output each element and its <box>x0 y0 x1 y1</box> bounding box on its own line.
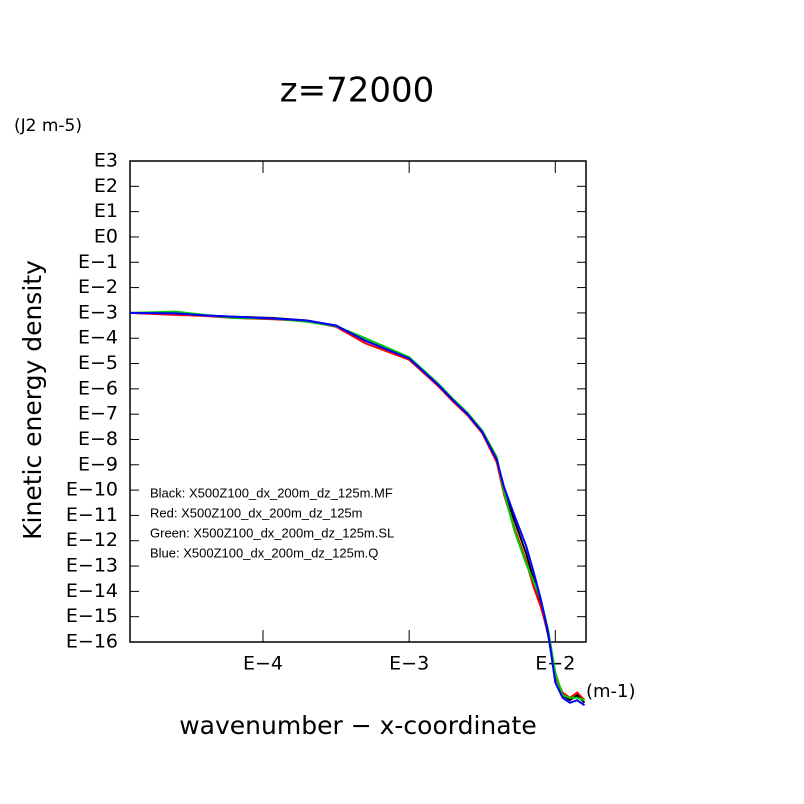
y-tick-label: E−13 <box>66 555 118 577</box>
legend-entry: Green: X500Z100_dx_200m_dz_125m.SL <box>150 525 394 540</box>
y-tick-label: E−4 <box>78 327 118 349</box>
y-tick-label: E0 <box>94 225 118 247</box>
y-tick-label: E−2 <box>78 276 118 298</box>
y-axis-label: Kinetic energy density <box>18 260 47 540</box>
y-tick-label: E−8 <box>78 428 118 450</box>
y-tick-label: E−12 <box>66 529 118 551</box>
y-tick-label: E−3 <box>78 301 118 323</box>
x-tick-label: E−4 <box>243 653 283 675</box>
y-tick-label: E−16 <box>66 631 118 653</box>
y-tick-label: E2 <box>94 175 118 197</box>
x-axis-label: wavenumber − x-coordinate <box>179 711 537 740</box>
y-tick-label: E−6 <box>78 377 118 399</box>
y-tick-label: E−5 <box>78 352 118 374</box>
x-tick-label: E−2 <box>535 653 575 675</box>
plot-frame <box>129 160 587 643</box>
legend-entry: Blue: X500Z100_dx_200m_dz_125m.Q <box>150 545 378 560</box>
x-unit: (m-1) <box>586 681 636 702</box>
y-tick-label: E−11 <box>66 504 118 526</box>
series-line <box>129 311 586 707</box>
y-tick-label: E−7 <box>78 403 118 425</box>
y-tick-label: E−1 <box>78 251 118 273</box>
y-tick-label: E3 <box>94 150 118 172</box>
legend-entry: Black: X500Z100_dx_200m_dz_125m.MF <box>150 485 393 500</box>
chart-title: z=72000 <box>280 71 435 111</box>
y-tick-label: E−14 <box>66 580 118 602</box>
x-tick-label: E−3 <box>389 653 429 675</box>
legend-entry: Red: X500Z100_dx_200m_dz_125m <box>150 505 362 520</box>
y-tick-label: E−15 <box>66 605 118 627</box>
y-tick-label: E−9 <box>78 453 118 475</box>
y-unit: (J2 m-5) <box>14 116 82 136</box>
y-tick-label: E1 <box>94 200 118 222</box>
y-tick-label: E−10 <box>66 479 118 501</box>
